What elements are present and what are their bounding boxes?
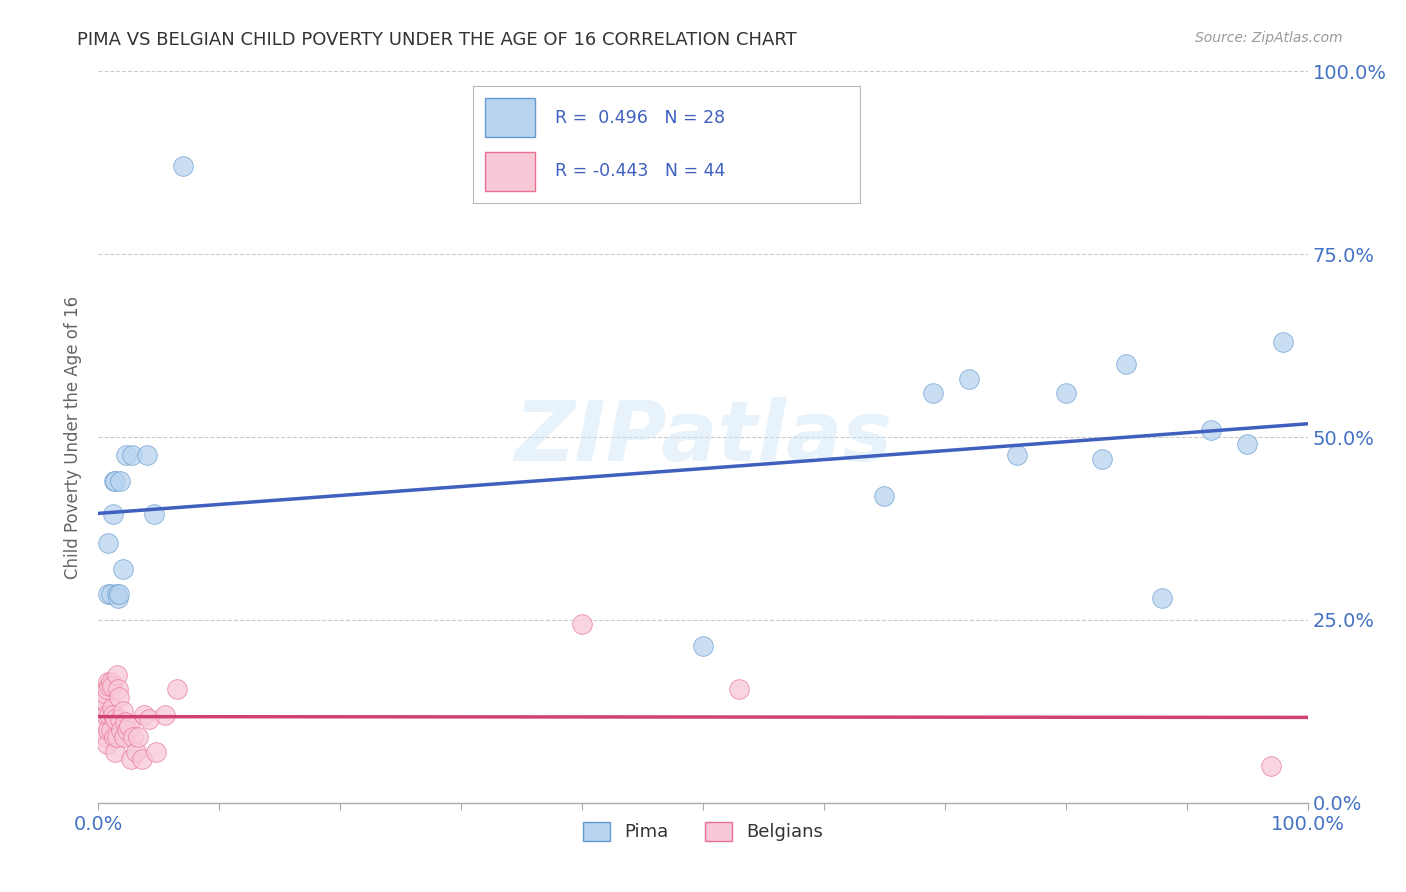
Legend: Pima, Belgians: Pima, Belgians: [575, 814, 831, 848]
Y-axis label: Child Poverty Under the Age of 16: Child Poverty Under the Age of 16: [65, 295, 83, 579]
Point: [121, 448, 143, 462]
Point: [1272, 334, 1295, 349]
Point: [105, 667, 128, 681]
Point: [145, 745, 167, 759]
Point: [115, 448, 138, 462]
Point: [104, 474, 127, 488]
Point: [1007, 448, 1029, 462]
Point: [110, 723, 132, 737]
Point: [101, 708, 124, 723]
Point: [114, 715, 136, 730]
Point: [100, 675, 122, 690]
Point: [108, 587, 131, 601]
Point: [97, 723, 120, 737]
Point: [96, 682, 118, 697]
Point: [107, 682, 129, 697]
Point: [125, 745, 148, 759]
Point: [91, 693, 114, 707]
Point: [571, 616, 593, 631]
Point: [131, 752, 153, 766]
Point: [118, 719, 141, 733]
Point: [94, 708, 117, 723]
Point: [103, 474, 125, 488]
Point: [105, 587, 128, 601]
Point: [100, 700, 122, 714]
Point: [112, 730, 135, 744]
Point: [94, 730, 117, 744]
Point: [100, 587, 122, 601]
Point: [97, 536, 120, 550]
Point: [138, 712, 160, 726]
Point: [104, 712, 127, 726]
Point: [153, 708, 176, 723]
Point: [692, 639, 714, 653]
Point: [108, 690, 131, 704]
Point: [104, 745, 127, 759]
Point: [111, 562, 134, 576]
Point: [111, 705, 134, 719]
Point: [921, 386, 943, 401]
Point: [172, 160, 194, 174]
Point: [1260, 759, 1282, 773]
Point: [127, 730, 149, 744]
Point: [1152, 591, 1174, 605]
Point: [873, 489, 896, 503]
Point: [91, 700, 114, 714]
Point: [1091, 452, 1114, 467]
Point: [93, 686, 115, 700]
Text: PIMA VS BELGIAN CHILD POVERTY UNDER THE AGE OF 16 CORRELATION CHART: PIMA VS BELGIAN CHILD POVERTY UNDER THE …: [77, 31, 797, 49]
Point: [122, 730, 145, 744]
Point: [1236, 437, 1258, 451]
Text: ZIPatlas: ZIPatlas: [515, 397, 891, 477]
Point: [100, 723, 122, 737]
Point: [96, 737, 118, 751]
Point: [101, 507, 124, 521]
Point: [91, 715, 114, 730]
Point: [97, 675, 120, 690]
Point: [957, 371, 980, 385]
Point: [117, 723, 139, 737]
Point: [1199, 423, 1222, 437]
Point: [98, 679, 121, 693]
Point: [134, 708, 156, 723]
Point: [107, 591, 129, 605]
Point: [100, 679, 122, 693]
Point: [1115, 357, 1137, 371]
Point: [97, 587, 120, 601]
Point: [143, 507, 166, 521]
Point: [105, 730, 128, 744]
Point: [120, 752, 142, 766]
Point: [728, 682, 751, 697]
Point: [103, 730, 125, 744]
Point: [135, 448, 157, 462]
Point: [1054, 386, 1077, 401]
Point: [108, 712, 131, 726]
Point: [98, 708, 121, 723]
Text: Source: ZipAtlas.com: Source: ZipAtlas.com: [1195, 31, 1343, 45]
Point: [166, 682, 188, 697]
Point: [108, 474, 131, 488]
